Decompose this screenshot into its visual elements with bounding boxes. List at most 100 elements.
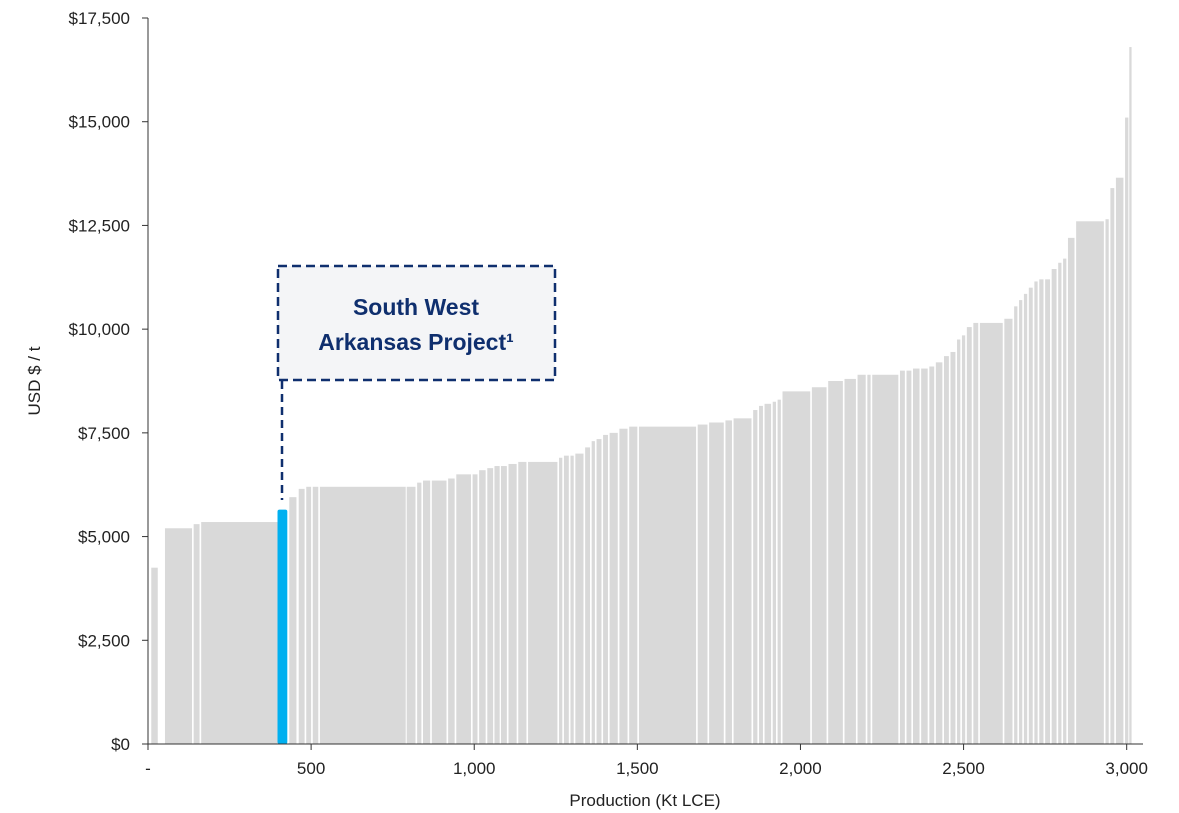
cost-bar [844,378,856,744]
cost-bar [957,339,961,744]
cost-bar [298,488,305,744]
annotation-callout: South West Arkansas Project¹ [276,264,557,500]
cost-bar [629,426,638,744]
cost-bar [961,335,966,744]
cost-bar [899,370,905,744]
cost-bar [966,327,972,744]
cost-bar [193,524,200,744]
cost-bar [585,447,591,744]
x-axis-title: Production (Kt LCE) [569,791,720,810]
cost-bar [921,368,928,744]
x-tick-label: 500 [297,759,325,778]
cost-bar [423,480,431,744]
x-tick-label: 1,000 [453,759,496,778]
y-tick-label: $15,000 [69,113,130,132]
cost-bar [944,356,949,744]
cost-bar [448,478,455,744]
cost-bar [709,422,724,744]
y-tick-label: $7,500 [78,424,130,443]
cost-bar [431,480,447,744]
cost-bar [306,486,312,744]
y-axis-title: USD $ / t [25,346,44,415]
x-tick-label: 3,000 [1105,759,1148,778]
cost-bar [857,374,866,744]
cost-bar [973,322,979,744]
cost-bar [1125,117,1129,744]
cost-bar [596,439,602,744]
cost-bar [417,482,422,744]
cost-bar [1014,306,1018,744]
cost-bar [575,453,584,744]
cost-bar [1067,237,1075,744]
cost-bar [979,322,1003,744]
cost-bar [811,387,827,744]
cost-bar [777,399,781,744]
y-tick-label: $10,000 [69,320,130,339]
cost-bar [319,486,406,744]
cost-bar [772,401,776,744]
cost-bar [950,351,956,744]
callout-label-line2: Arkansas Project¹ [318,329,514,355]
cost-bar [570,455,574,744]
cost-bar [1028,287,1033,744]
x-tick-label: 1,500 [616,759,659,778]
cost-bar [151,567,158,744]
cost-bar [759,405,763,744]
cost-bar [472,474,478,744]
cost-bar [725,420,732,744]
cost-bar [929,366,935,744]
cost-bar [312,486,319,744]
tick-labels-layer: $0 $2,500 $5,000 $7,500 $10,000 $12,500 $15,00… [69,9,1148,778]
cost-bar [1039,279,1044,744]
bars-layer [151,47,1132,745]
cost-bar [456,474,471,744]
x-tick-label: 2,500 [942,759,985,778]
y-tick-label: $2,500 [78,631,130,650]
cost-bar [591,441,595,744]
cost-bar [289,497,297,744]
cost-bar [1110,188,1115,745]
cost-bar [1105,219,1109,744]
cost-bar [733,418,752,744]
cost-bar [1063,258,1067,744]
y-tick-label: $12,500 [69,216,130,235]
cost-bar [603,434,608,744]
cost-bar [494,466,500,744]
cost-bar [1076,221,1104,744]
y-tick-label: $5,000 [78,528,130,547]
y-tick-label: $17,500 [69,9,130,28]
cost-bar [500,466,507,744]
cost-bar [563,455,569,744]
cost-bar [619,428,628,744]
y-tick-label: $0 [111,735,130,754]
axes-layer [142,17,1143,750]
highlight-bar-south-west-arkansas [277,509,288,744]
cost-bar [479,470,486,744]
cost-bar [872,374,899,744]
cost-bar [406,486,416,744]
cost-bar [518,461,527,744]
cost-bar [638,426,697,744]
cost-bar [697,424,708,744]
cost-bar [201,522,278,744]
cost-bar [1004,318,1013,744]
cost-bar [753,410,758,744]
cost-bar [782,391,811,744]
cost-bar [1023,293,1028,744]
cost-bar [528,461,558,744]
cost-bar [828,381,843,744]
x-tick-label: - [145,759,151,778]
cost-bar [559,457,563,744]
cost-bar [508,463,517,744]
cost-bar [1034,281,1038,744]
cost-bar [764,403,772,744]
callout-box [276,264,557,382]
cost-bar [164,528,193,744]
cost-bar [935,362,943,744]
callout-label-line1: South West [353,294,479,320]
x-tick-label: 2,000 [779,759,822,778]
cost-bar [1045,279,1051,744]
cost-bar [1129,47,1132,745]
cost-bar [913,368,920,744]
